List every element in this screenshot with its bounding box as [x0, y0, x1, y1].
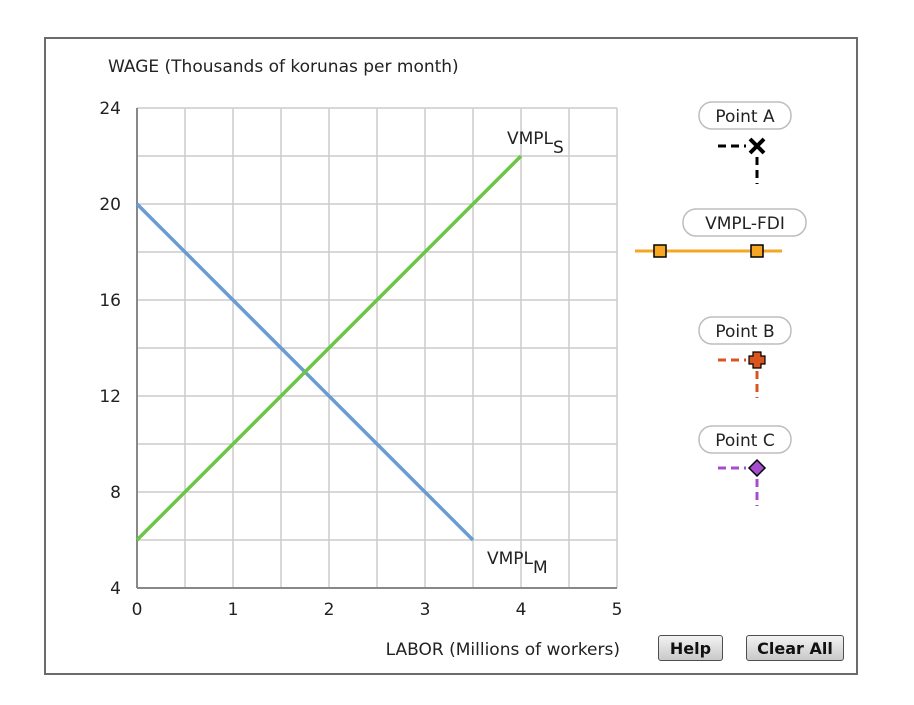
series-label-vmpl-s: VMPLS [507, 129, 564, 158]
x-tick-label: 4 [516, 600, 527, 620]
point-a-pill [698, 101, 792, 130]
x-tick-label: 5 [612, 600, 623, 620]
x-icon[interactable] [748, 137, 766, 155]
vmpl-fdi-pill [682, 208, 807, 237]
point-b-pill [698, 316, 792, 345]
help-button[interactable]: Help [658, 635, 723, 661]
x-tick-label: 0 [132, 600, 143, 620]
diamond-icon[interactable] [747, 458, 767, 478]
y-tick-label: 8 [110, 483, 121, 503]
y-tick-label: 20 [99, 195, 121, 215]
square-icon[interactable] [750, 244, 764, 258]
point-a-label: Point A [715, 107, 775, 127]
y-tick-label: 24 [99, 99, 121, 119]
y-tick-label: 16 [99, 291, 121, 311]
graph-frame [44, 37, 858, 675]
palette-point-b[interactable]: Point B [698, 316, 792, 398]
x-tick-label: 1 [228, 600, 239, 620]
vmpl-fdi-label: VMPL-FDI [705, 214, 785, 234]
point-c-pill [698, 425, 792, 454]
y-axis-label: WAGE (Thousands of korunas per month) [108, 57, 459, 77]
point-c-label: Point C [715, 431, 774, 451]
axes [136, 108, 617, 589]
palette-point-a[interactable]: Point A [698, 101, 792, 184]
series-label-vmpl-m: VMPLM [487, 549, 548, 578]
y-tick-label: 4 [110, 579, 121, 599]
series-group: VMPLM VMPLS [135, 129, 564, 578]
palette-vmpl-fdi[interactable]: VMPL-FDI [635, 208, 807, 258]
x-axis-label: LABOR (Millions of workers) [386, 640, 620, 660]
series-line-vmpl-s [135, 154, 523, 542]
palette-point-c[interactable]: Point C [698, 425, 792, 506]
plus-icon[interactable] [748, 351, 766, 369]
x-tick-label: 3 [420, 600, 431, 620]
y-tick-label: 12 [99, 387, 121, 407]
square-icon[interactable] [653, 244, 667, 258]
grid [136, 107, 618, 589]
clear-all-button[interactable]: Clear All [746, 635, 844, 661]
point-b-label: Point B [715, 322, 774, 342]
x-tick-label: 2 [324, 600, 335, 620]
